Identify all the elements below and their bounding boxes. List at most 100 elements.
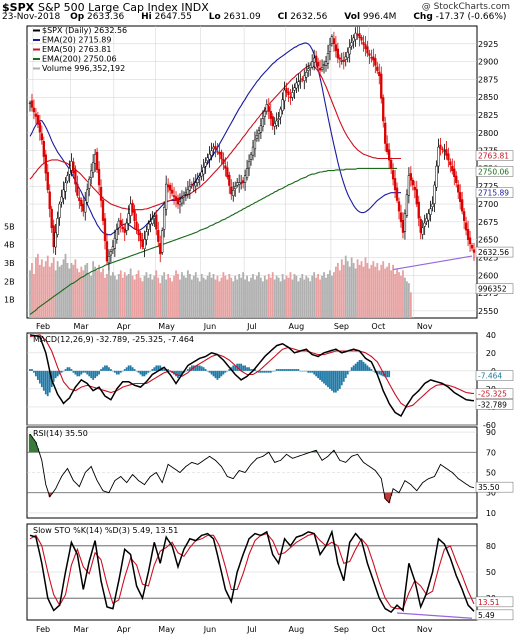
candle-body [283,89,286,102]
macd-histogram-bar [258,370,260,373]
volume-bar [78,272,81,318]
candle-body [281,99,284,111]
quote-open: Op 2633.36 [70,12,125,22]
macd-histogram-bar [167,369,170,371]
candle-body [311,61,314,68]
macd-histogram-bar [177,370,179,379]
macd-histogram-bar [267,370,270,373]
volume-bar [384,268,387,318]
candle-body [342,59,345,62]
rsi-oversold-fill [386,492,389,501]
stochastic-value-tag: 5.49 [478,611,495,620]
macd-histogram-bar [228,369,231,371]
candle-body [245,168,249,178]
macd-value-tag-box [475,388,514,399]
candle-body [176,198,180,205]
volume-bar [380,264,383,318]
volume-bar [368,268,371,318]
candle-body [196,178,199,183]
candle-body [66,175,69,182]
candle-body [218,151,221,155]
volume-bar [313,272,316,318]
candle-body [155,214,158,230]
candle-body [297,81,300,86]
stochastic-value-tag-box [475,609,514,621]
macd-histogram-bar [137,370,140,373]
volume-bar [50,263,53,318]
volume-bar [68,268,71,318]
candle-body [88,178,91,189]
stochastic-value-tag-box [475,596,514,608]
volume-bar [153,275,156,318]
volume-bar [179,279,181,318]
candle-body [48,191,51,210]
macd-histogram-bar [78,370,81,377]
macd-histogram-bar [226,370,229,372]
candle-body [316,61,320,67]
macd-histogram-bar [29,369,31,371]
candle-body [91,162,95,173]
price-value-tag-box [475,187,514,198]
candle-body [372,56,375,61]
macd-histogram-bar [352,365,355,371]
macd-histogram-bar [265,370,268,373]
candle-body [470,245,474,249]
macd-histogram-bar [372,370,375,372]
rsi-value-tag-box [475,481,514,493]
macd-histogram-bar [110,369,112,371]
candle-body [228,174,231,186]
candle-body [423,222,426,227]
macd-histogram-bar [155,365,158,371]
candle-body [202,167,205,175]
candle-body [127,213,130,224]
volume-value-tag-box [475,283,514,294]
candle-body [163,207,166,230]
macd-histogram-bar [64,369,67,371]
candle-body [299,80,302,82]
macd-histogram-bar [319,370,321,380]
macd-histogram-bar [370,369,373,371]
month-label-bottom: Apr [117,625,132,634]
candle-body [362,42,365,45]
volume-bar [366,263,369,318]
volume-bar [309,281,312,318]
stochastic-tick-label: 50 [486,568,496,577]
candle-body [64,182,67,192]
candle-body [393,178,397,191]
volume-bar [135,274,138,318]
candle-body [222,158,225,164]
volume-bar [157,277,160,318]
macd-histogram-bar [35,370,37,377]
quote-low: Lo 2631.09 [208,12,261,22]
volume-bar [248,281,250,318]
candle-body [129,203,132,216]
candle-body [291,92,294,98]
price-value-tag: 2763.81 [478,152,509,161]
volume-bar [285,275,288,318]
candle-body [149,221,152,225]
macd-histogram-bar [210,370,213,375]
volume-bar [402,270,404,318]
volume-bar [256,275,258,318]
candle-body [249,153,253,160]
volume-bar [370,264,373,318]
volume-bar [141,281,144,318]
macd-histogram-bar [196,365,199,371]
volume-bar [234,275,237,318]
candle-body [358,33,361,39]
candle-body [376,66,379,71]
candle-body [326,53,330,64]
volume-bar [267,274,270,318]
volume-bar [64,253,67,318]
candle-body [44,154,47,174]
macd-signal-line [29,334,474,408]
volume-bar [275,275,278,318]
volume-bar [121,277,124,318]
rsi-overbought-fill [28,434,32,453]
volume-bar [111,272,114,318]
volume-bar [88,274,91,318]
candle-body [62,189,65,199]
volume-bar [171,281,173,318]
volume-bar [200,274,203,318]
macd-histogram-bar [364,363,367,371]
